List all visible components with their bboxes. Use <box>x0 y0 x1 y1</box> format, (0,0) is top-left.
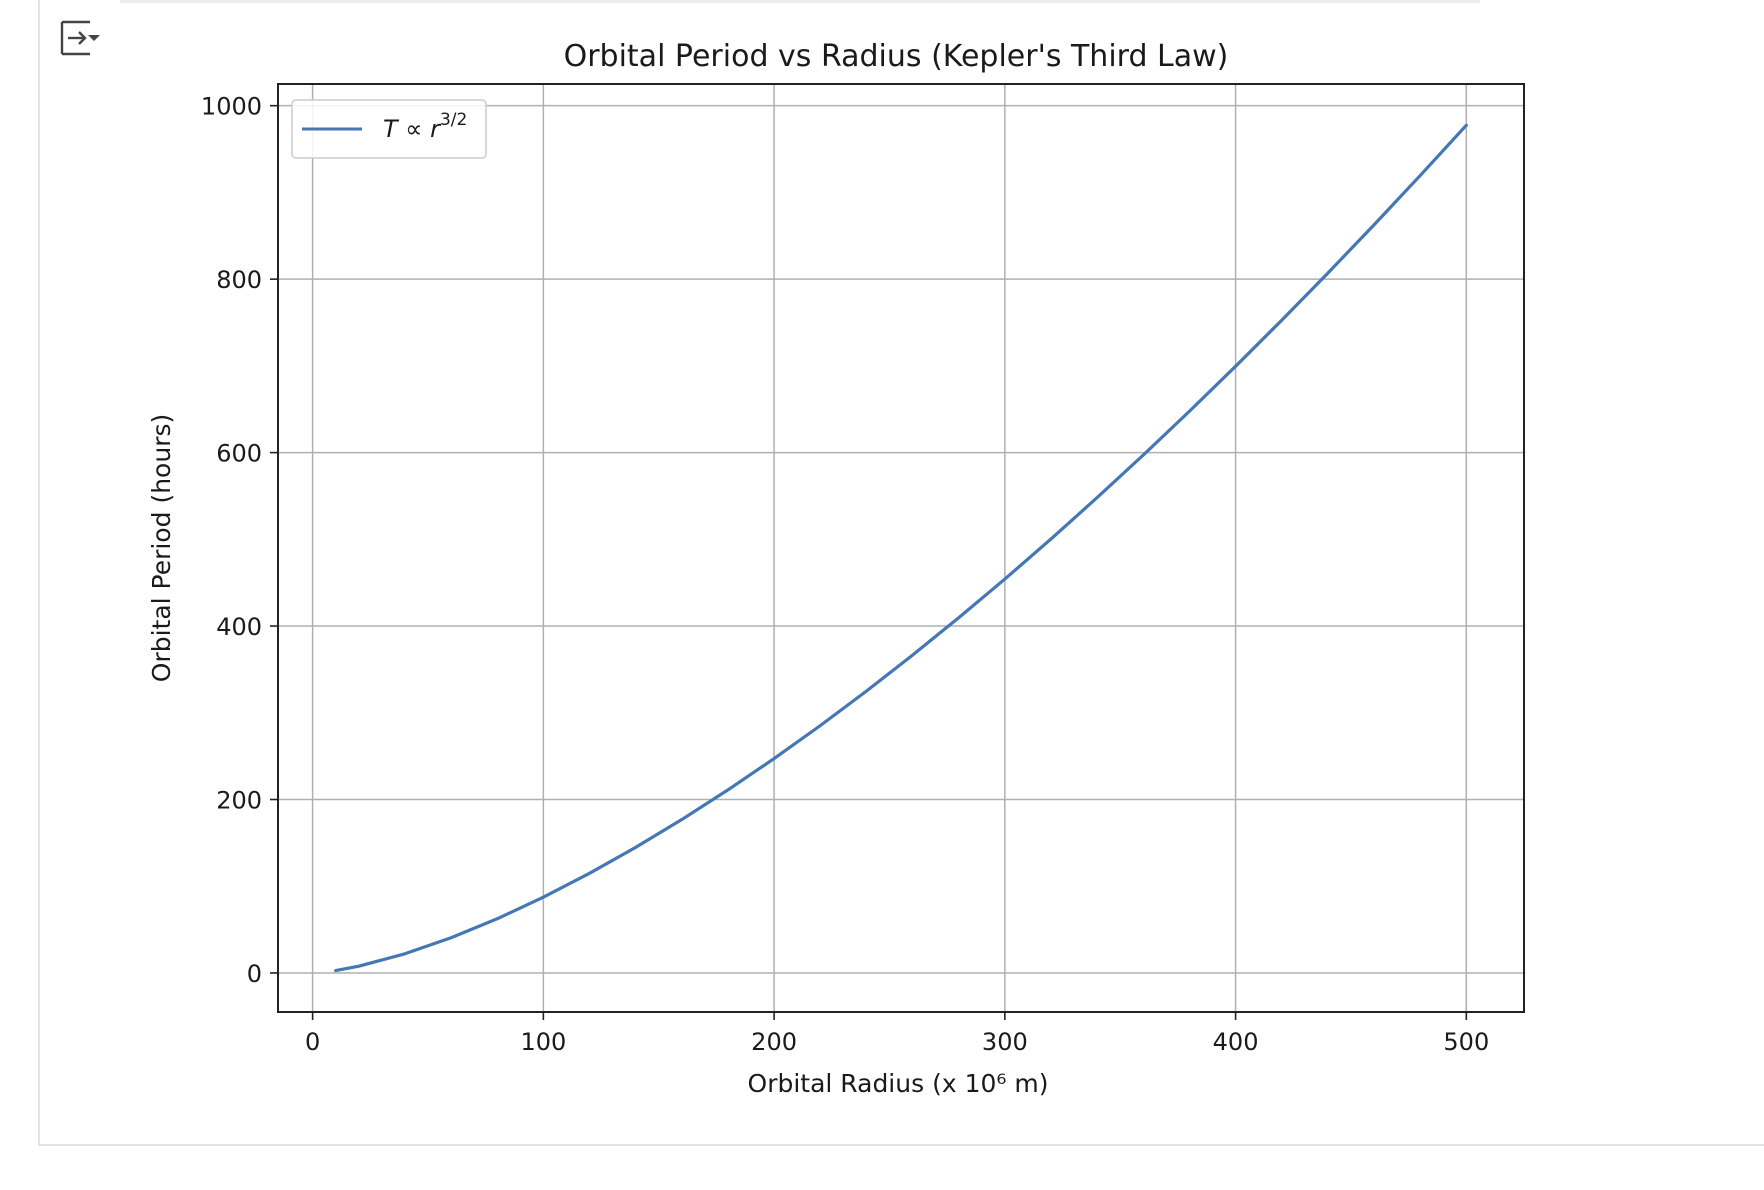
chart-title: Orbital Period vs Radius (Kepler's Third… <box>564 39 1229 74</box>
y-tick-label: 400 <box>216 613 262 641</box>
legend-label: T ∝ r3/2 <box>383 110 467 143</box>
x-tick-label: 0 <box>305 1028 320 1056</box>
cell-top-border <box>120 0 1480 3</box>
legend: T ∝ r3/2 <box>291 99 487 159</box>
x-tick-label: 300 <box>982 1028 1028 1056</box>
x-tick-label: 500 <box>1443 1028 1489 1056</box>
y-tick-label: 1000 <box>201 93 262 121</box>
y-tick-label: 600 <box>216 440 262 468</box>
output-cell <box>38 0 1764 1146</box>
x-tick-label: 400 <box>1213 1028 1259 1056</box>
y-tick-label: 0 <box>247 960 262 988</box>
legend-label-base: T ∝ r <box>383 115 442 143</box>
x-tick-label: 200 <box>751 1028 797 1056</box>
ticks: 0 100 200 300 400 500 0 200 400 600 800 1000 <box>201 93 1489 1056</box>
y-axis-label: Orbital Period (hours) <box>147 414 176 682</box>
legend-label-exponent: 3/2 <box>440 110 467 130</box>
x-tick-label: 100 <box>520 1028 566 1056</box>
x-axis-label: Orbital Radius (x 10⁶ m) <box>748 1069 1049 1098</box>
y-tick-label: 200 <box>216 787 262 815</box>
grid <box>278 84 1524 1012</box>
plot-area <box>277 83 1525 1013</box>
y-tick-label: 800 <box>216 266 262 294</box>
legend-box <box>291 99 487 159</box>
series-line <box>334 123 1468 973</box>
series <box>334 123 1468 973</box>
output-collapse-icon[interactable] <box>58 18 104 58</box>
